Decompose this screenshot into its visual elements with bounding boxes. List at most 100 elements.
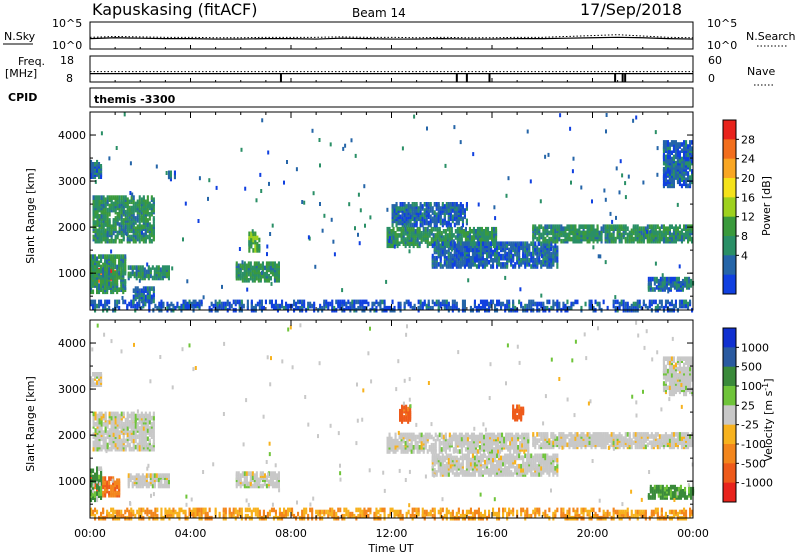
cell-3-3308 — [311, 303, 314, 309]
cell-3-3623 — [606, 305, 609, 311]
cell-3-2745 — [647, 276, 650, 282]
cell-3-2325 — [544, 224, 547, 229]
cell-4-256 — [108, 436, 111, 442]
cell-4-760 — [273, 471, 276, 476]
cell-4-866 — [416, 445, 419, 450]
cell-3-2554 — [624, 230, 627, 236]
cell-3-2321 — [544, 236, 547, 242]
cell-3-3599 — [570, 301, 573, 307]
cell-3-1775 — [504, 253, 507, 259]
cell-3-540 — [122, 195, 125, 200]
cell-3-2939 — [672, 144, 675, 149]
cell-3-1755 — [498, 241, 501, 246]
cell-3-1821 — [516, 247, 519, 253]
cell-3-1815 — [514, 247, 517, 253]
cell-3-3703 — [678, 299, 681, 305]
cell-3-2541 — [620, 238, 623, 244]
cell-4-129 — [96, 495, 99, 500]
cell-3-1065 — [269, 275, 272, 281]
search-noise-line — [89, 34, 694, 39]
cell-3-3557 — [532, 299, 535, 305]
cell-3-3690 — [666, 299, 669, 305]
cell-3-1559 — [451, 253, 454, 259]
cell-3-2152 — [429, 218, 432, 224]
cell-3-3083 — [94, 303, 97, 309]
cell-4-393 — [130, 446, 133, 452]
cell-4-476 — [142, 426, 145, 431]
cell-3-1571 — [453, 241, 456, 246]
cell-4-98 — [118, 478, 121, 483]
cell-3-1419 — [478, 237, 481, 242]
cell-3-3752 — [580, 185, 583, 190]
cell-3-3319 — [323, 299, 326, 305]
cell-3-1499 — [435, 245, 438, 251]
cell-3-3272 — [276, 303, 279, 309]
cell-3-918 — [142, 286, 145, 291]
cell-3-3850 — [605, 129, 607, 134]
cell-3-768 — [90, 164, 93, 169]
cell-4-751 — [271, 483, 274, 489]
cell-3-1665 — [475, 241, 478, 246]
cell-3-1994 — [556, 245, 559, 251]
cell-3-2588 — [636, 224, 639, 229]
cell-3-1974 — [552, 260, 555, 265]
cell-3-789 — [98, 174, 101, 179]
cell-3-2573 — [632, 230, 635, 236]
cell-3-99 — [94, 272, 97, 278]
cell-4-138 — [96, 466, 99, 471]
cell-3-1247 — [420, 231, 423, 236]
cell-4-47 — [102, 480, 105, 486]
cell-3-3035 — [687, 171, 690, 176]
cell-3-2691 — [672, 226, 675, 231]
cell-3-3589 — [562, 301, 565, 307]
cell-3-2214 — [445, 202, 448, 207]
cell-4-211 — [100, 436, 103, 442]
cell-3-1337 — [450, 226, 453, 232]
cell-3-1803 — [512, 264, 515, 269]
cell-4-874 — [418, 432, 421, 438]
cell-3-3280 — [285, 301, 288, 307]
cpid-program: themis -3300 — [94, 93, 176, 106]
cell-3-2172 — [435, 216, 438, 222]
cell-3-3520 — [502, 301, 505, 307]
cell-4-906 — [430, 434, 433, 440]
cell-3-1178 — [400, 226, 403, 232]
cell-3-3602 — [576, 299, 579, 305]
cell-3-1356 — [458, 235, 461, 240]
cell-3-3841 — [240, 147, 243, 152]
cell-3-3596 — [568, 305, 571, 311]
cell-3-1378 — [464, 226, 467, 232]
cell-3-1812 — [514, 262, 517, 267]
cell-3-290 — [124, 285, 127, 290]
cell-3-992 — [245, 263, 248, 269]
cell-3-1089 — [275, 263, 278, 269]
cell-3-109 — [96, 285, 99, 290]
cell-3-2843 — [662, 173, 665, 178]
cell-3-1477 — [495, 226, 498, 232]
cell-3-2684 — [670, 236, 673, 242]
cell-3-185 — [106, 254, 109, 259]
cell-3-118 — [96, 264, 99, 270]
cell-3-781 — [94, 162, 97, 167]
cell-3-3365 — [357, 299, 360, 305]
cell-3-935 — [148, 286, 151, 291]
cell-3-403 — [104, 228, 107, 234]
cell-3-1222 — [412, 226, 415, 232]
cell-4-635 — [153, 473, 156, 478]
cell-3-2577 — [634, 234, 637, 240]
cell-3-3522 — [504, 303, 507, 309]
cell-3-1600 — [461, 258, 464, 263]
cell-3-2276 — [461, 216, 464, 222]
cell-4-270 — [110, 432, 113, 437]
cell-3-1266 — [426, 226, 429, 232]
cell-3-1279 — [432, 226, 435, 232]
cell-3-2553 — [624, 236, 627, 242]
cell-3-1826 — [518, 260, 521, 265]
cpid-label: CPID — [8, 91, 37, 104]
cell-3-3470 — [453, 303, 456, 309]
cell-3-1322 — [446, 226, 449, 232]
cell-3-3191 — [198, 299, 201, 305]
cell-3-2010 — [393, 204, 396, 209]
cell-3-3723 — [642, 180, 645, 185]
cell-3-2087 — [411, 202, 414, 207]
